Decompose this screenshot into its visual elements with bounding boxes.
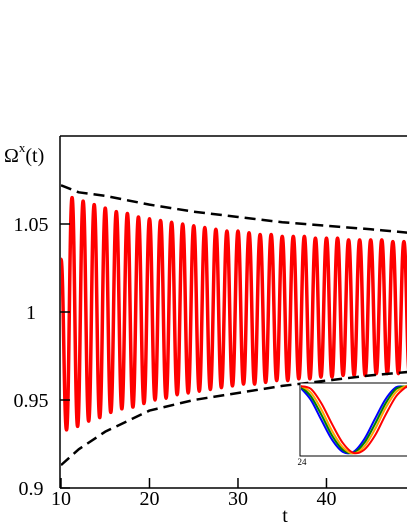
x-tick-label: 10 xyxy=(51,488,71,510)
x-tick-label: 20 xyxy=(139,488,159,510)
x-tick-label: 40 xyxy=(316,488,336,510)
x-tick-label: 30 xyxy=(228,488,248,510)
data-line xyxy=(61,195,407,432)
y-axis-label: Ωx(t) xyxy=(4,140,44,167)
axes: 0.9 0.95 1 1.05 10 20 30 40 xyxy=(14,135,407,510)
inset-ticks: 24 xyxy=(298,452,308,467)
inset-x-tick-label: 24 xyxy=(298,457,308,467)
envelope-line xyxy=(61,370,407,467)
envelope-line xyxy=(61,184,407,234)
y-label-symbol: Ω xyxy=(4,145,19,167)
plot-area xyxy=(61,184,407,467)
y-tick-label: 0.95 xyxy=(14,390,49,412)
y-tick-label: 0.9 xyxy=(19,478,44,500)
inset-line xyxy=(301,385,407,455)
y-label-suffix: (t) xyxy=(25,145,44,167)
y-label-superscript: x xyxy=(19,140,26,155)
y-tick-label: 1.05 xyxy=(14,214,49,236)
inset-plot xyxy=(301,384,407,455)
y-tick-label: 1 xyxy=(26,302,36,324)
x-axis-label: t xyxy=(282,505,288,527)
